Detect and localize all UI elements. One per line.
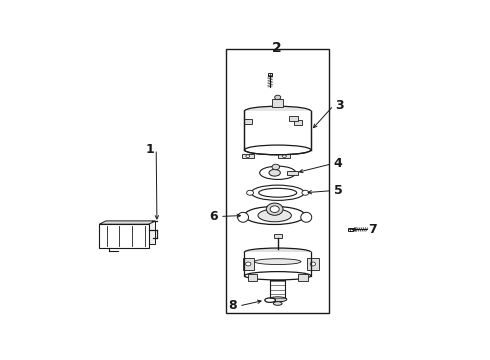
Ellipse shape [245,207,305,225]
Circle shape [310,262,316,266]
Ellipse shape [269,170,280,176]
Ellipse shape [258,209,292,222]
Ellipse shape [301,212,312,222]
Ellipse shape [245,145,311,155]
Circle shape [302,190,309,195]
Ellipse shape [238,212,248,222]
Bar [307,258,318,270]
Ellipse shape [245,271,311,280]
Circle shape [272,164,280,170]
Circle shape [245,262,251,266]
Circle shape [246,190,253,195]
Polygon shape [106,221,155,244]
Bar [272,99,283,107]
Polygon shape [99,221,155,224]
Ellipse shape [245,106,311,116]
Polygon shape [99,224,148,248]
Bar [245,252,311,276]
Ellipse shape [260,166,296,179]
Text: 2: 2 [272,41,282,55]
Text: 4: 4 [334,157,343,170]
Ellipse shape [254,259,301,265]
Bar [274,234,282,238]
Bar [242,154,254,158]
Circle shape [275,95,281,100]
Bar [226,49,329,314]
Bar [294,121,302,125]
Text: 6: 6 [209,210,218,223]
Circle shape [282,155,286,158]
Bar [244,119,252,124]
Bar [278,154,291,158]
Circle shape [246,155,250,158]
Ellipse shape [273,302,282,305]
Bar [270,280,285,299]
Text: 7: 7 [368,223,377,236]
Circle shape [270,206,279,212]
Text: 3: 3 [336,99,344,112]
Ellipse shape [245,248,311,256]
Ellipse shape [265,298,275,302]
Bar [243,258,254,270]
Text: 5: 5 [334,184,343,197]
Ellipse shape [269,297,287,302]
Bar [348,228,353,231]
Text: 8: 8 [228,300,237,312]
Ellipse shape [259,188,297,197]
Bar [298,274,308,281]
Circle shape [267,203,283,215]
Bar [268,73,272,76]
Bar [289,116,297,121]
Text: 1: 1 [146,143,154,156]
Bar [245,111,311,150]
Bar [287,171,298,175]
Ellipse shape [251,185,304,201]
Bar [248,274,257,281]
